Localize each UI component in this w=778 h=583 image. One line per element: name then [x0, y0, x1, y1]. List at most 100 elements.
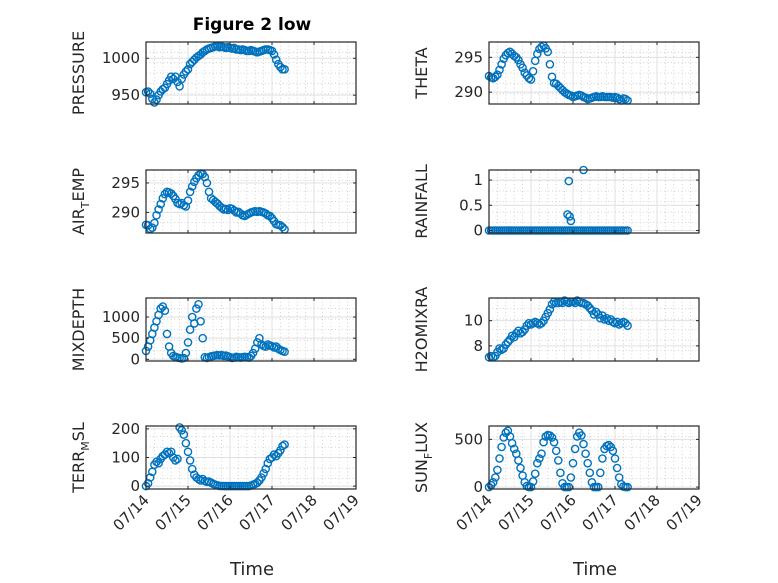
data-point — [147, 223, 157, 232]
data-point — [158, 302, 168, 311]
data-point — [152, 95, 161, 104]
data-point — [596, 468, 605, 478]
data-point — [276, 445, 285, 455]
data-series — [141, 42, 289, 107]
data-point — [497, 60, 506, 69]
data-point — [179, 353, 189, 363]
data-point — [177, 74, 186, 84]
data-point — [154, 458, 163, 468]
data-point — [497, 442, 506, 452]
axes-box — [145, 297, 357, 362]
data-point — [589, 310, 599, 319]
data-point — [261, 464, 271, 474]
data-point — [514, 326, 523, 336]
data-point — [581, 93, 590, 102]
data-point — [579, 439, 588, 449]
axes-box — [145, 169, 357, 234]
data-point — [187, 182, 197, 191]
data-point — [269, 450, 279, 459]
data-point — [171, 456, 180, 465]
data-point — [528, 67, 538, 76]
x-tick-label: 07/17 — [236, 491, 279, 534]
data-point — [495, 65, 504, 75]
y-axis-label-h2omixra: H2OMIXRA — [412, 287, 431, 373]
data-point — [166, 189, 176, 198]
x-tick-label: 07/18 — [278, 491, 321, 534]
x-tick-label: 07/15 — [495, 491, 538, 534]
data-point — [280, 347, 289, 357]
data-point — [564, 482, 574, 492]
data-point — [563, 210, 572, 219]
data-point — [173, 454, 182, 464]
data-point — [596, 313, 605, 323]
data-point — [185, 325, 195, 335]
data-point — [614, 94, 624, 104]
y-tick-label: 290 — [111, 203, 140, 221]
x-tick-label: 07/16 — [194, 491, 237, 534]
data-point — [539, 437, 548, 447]
data-point — [543, 47, 553, 57]
y-tick-label: 1000 — [102, 49, 140, 67]
data-point — [156, 304, 165, 313]
data-point — [533, 458, 542, 468]
y-tick-label: 200 — [111, 420, 140, 438]
data-point — [278, 441, 287, 451]
data-point — [499, 433, 509, 442]
y-tick-label: 500 — [111, 329, 140, 347]
data-point — [585, 468, 595, 478]
data-point — [171, 194, 180, 204]
data-point — [192, 304, 201, 313]
data-point — [514, 55, 523, 65]
x-tick-label: 07/19 — [320, 491, 363, 534]
data-point — [503, 337, 513, 347]
data-point — [598, 454, 607, 463]
data-point — [156, 199, 165, 209]
y-axis-label-mixdepth: MIXDEPTH — [69, 288, 88, 371]
data-point — [280, 65, 289, 74]
data-point — [198, 333, 207, 343]
major-grid — [146, 170, 356, 233]
data-point — [556, 468, 565, 478]
data-point — [166, 447, 176, 457]
data-point — [602, 313, 611, 323]
data-series — [141, 169, 289, 234]
data-point — [150, 218, 159, 228]
y-tick-label: 0.5 — [459, 196, 483, 214]
data-point — [181, 348, 191, 358]
axes-box — [145, 41, 357, 105]
x-tick-label: 07/14 — [453, 491, 496, 534]
x-axis-label-left: Time — [229, 559, 274, 580]
data-point — [175, 82, 184, 91]
data-point — [566, 91, 576, 100]
x-tick-label: 07/15 — [152, 491, 195, 534]
data-point — [545, 431, 555, 440]
data-point — [558, 298, 567, 308]
data-point — [261, 209, 271, 218]
data-point — [160, 189, 170, 199]
data-point — [236, 209, 245, 218]
data-point — [257, 473, 266, 482]
data-point — [160, 306, 170, 316]
data-point — [181, 67, 191, 76]
y-tick-label: 0 — [130, 350, 140, 368]
y-axis-label-pressure: PRESSURE — [69, 31, 88, 115]
major-grid — [489, 298, 699, 361]
data-point — [196, 316, 205, 326]
axes-box — [488, 297, 700, 362]
x-tick-label: 07/19 — [663, 491, 706, 534]
y-axis-label-terr-m-sl: TERRMSL — [69, 422, 92, 494]
data-point — [265, 211, 275, 221]
data-point — [177, 425, 186, 435]
data-point — [549, 437, 559, 447]
y-tick-label: 295 — [454, 48, 483, 66]
axes-box — [488, 41, 700, 105]
data-point — [547, 433, 557, 442]
data-point — [493, 465, 502, 475]
y-tick-label: 950 — [111, 86, 140, 104]
y-tick-label: 1000 — [102, 308, 140, 326]
data-point — [587, 477, 597, 487]
x-tick-label: 07/17 — [579, 491, 622, 534]
data-point — [566, 473, 576, 482]
